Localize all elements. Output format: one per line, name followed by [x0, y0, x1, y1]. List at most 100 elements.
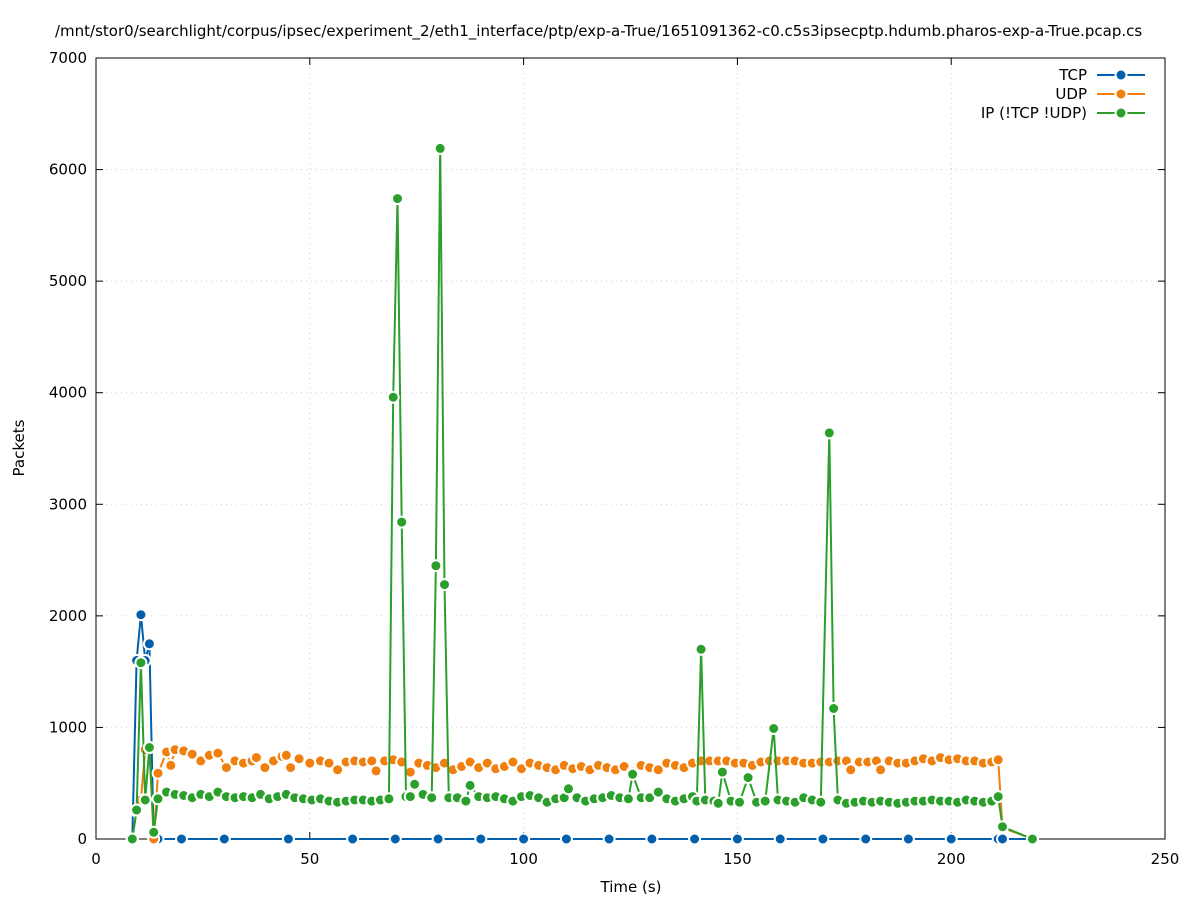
legend-entry: UDP: [1055, 85, 1145, 103]
y-axis-label: Packets: [10, 419, 28, 476]
y-tick-label: 6000: [49, 161, 87, 179]
data-point: [431, 832, 445, 846]
x-tick-label: 200: [937, 850, 966, 868]
series-layer: [125, 141, 1039, 846]
data-point: [279, 748, 293, 762]
data-point: [284, 761, 298, 775]
data-point: [219, 761, 233, 775]
data-point: [901, 832, 915, 846]
data-point: [459, 794, 473, 808]
data-point: [944, 832, 958, 846]
legend-marker: [1114, 68, 1128, 82]
x-axis-label: Time (s): [600, 878, 662, 896]
data-point: [185, 747, 199, 761]
data-point: [151, 792, 165, 806]
data-point: [175, 832, 188, 846]
data-point: [134, 608, 148, 622]
data-point: [164, 758, 178, 772]
legend-label: UDP: [1055, 85, 1087, 103]
data-point: [1025, 832, 1039, 846]
data-point: [303, 756, 317, 770]
data-point: [151, 766, 165, 780]
axis-ticks: 0 50 100 150 200 250 0 1000 2000 3000 4000 5000 6000…: [49, 49, 1180, 868]
data-point: [474, 832, 488, 846]
legend-entry: TCP: [1058, 66, 1145, 84]
data-point: [645, 832, 659, 846]
data-point: [292, 752, 306, 766]
x-tick-label: 50: [300, 850, 319, 868]
data-point: [741, 771, 755, 785]
data-point: [346, 832, 360, 846]
data-point: [322, 756, 336, 770]
data-point: [134, 656, 148, 670]
data-point: [388, 832, 402, 846]
data-point: [626, 767, 640, 781]
data-point: [142, 741, 156, 754]
data-point: [651, 785, 665, 799]
data-point: [506, 755, 520, 769]
data-point: [249, 751, 263, 765]
y-tick-label: 0: [77, 830, 87, 848]
data-point: [147, 825, 161, 839]
data-point: [758, 794, 772, 808]
legend-marker: [1114, 87, 1128, 101]
data-point: [844, 763, 858, 777]
data-point: [331, 763, 345, 777]
data-point: [138, 793, 152, 807]
plot-frame: [95, 57, 1166, 840]
series-line: [131, 147, 1033, 840]
y-tick-label: 2000: [49, 607, 87, 625]
data-point: [767, 722, 781, 735]
data-point: [733, 795, 746, 809]
data-point: [651, 763, 665, 777]
grid: [96, 58, 1165, 839]
data-point: [258, 761, 272, 775]
data-point: [827, 702, 841, 715]
y-tick-label: 3000: [49, 495, 87, 513]
data-point: [403, 790, 417, 804]
data-point: [816, 832, 830, 846]
y-tick-label: 7000: [49, 49, 87, 67]
data-point: [425, 791, 439, 805]
data-point: [715, 765, 729, 779]
y-tick-label: 4000: [49, 384, 87, 402]
legend-label: IP (!TCP !UDP): [981, 104, 1087, 122]
data-point: [874, 763, 888, 777]
data-point: [562, 782, 575, 796]
data-point: [125, 832, 139, 846]
legend-entry: IP (!TCP !UDP): [981, 104, 1145, 122]
data-point: [217, 832, 231, 846]
data-point: [382, 792, 396, 806]
data-point: [130, 803, 144, 817]
data-point: [386, 390, 400, 404]
data-point: [429, 559, 443, 573]
data-point: [688, 832, 702, 846]
series-tcp: [125, 608, 1039, 846]
y-tick-label: 5000: [49, 272, 87, 290]
data-point: [822, 426, 836, 440]
data-point: [369, 764, 383, 778]
x-tick-label: 150: [723, 850, 752, 868]
x-tick-label: 250: [1151, 850, 1180, 868]
series-ip-tcp-udp: [125, 141, 1039, 846]
data-point: [991, 753, 1005, 767]
y-tick-label: 1000: [49, 718, 87, 736]
data-point: [408, 777, 422, 791]
data-point: [730, 832, 744, 846]
data-point: [391, 192, 404, 206]
series-udp: [125, 741, 1039, 846]
data-point: [211, 746, 225, 760]
data-point: [773, 832, 787, 846]
data-point: [996, 832, 1009, 846]
chart-title: /mnt/stor0/searchlight/corpus/ipsec/expe…: [55, 22, 1142, 41]
data-point: [602, 832, 616, 846]
data-point: [711, 796, 725, 810]
legend-label: TCP: [1058, 66, 1087, 84]
data-point: [395, 515, 409, 529]
data-point: [433, 141, 447, 155]
data-point: [438, 578, 451, 592]
data-point: [559, 832, 573, 846]
data-point: [463, 778, 477, 792]
